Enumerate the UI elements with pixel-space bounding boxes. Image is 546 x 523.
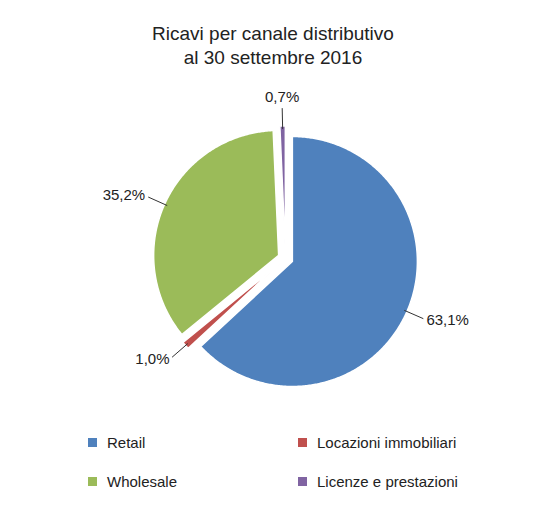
html-text:Locazioni immobiliari: Locazioni immobiliari [317, 434, 457, 451]
svg-text:1,0%: 1,0% [135, 350, 169, 367]
html-text:Licenze e prestazioni: Licenze e prestazioni [317, 473, 458, 490]
html-text:Wholesale: Wholesale [107, 473, 177, 490]
html-text:Ricavi per canale distributivo: Ricavi per canale distributivo [152, 23, 394, 44]
html-text:Retail: Retail [107, 434, 146, 451]
svg-text:63,1%: 63,1% [426, 311, 469, 328]
svg-text:35,2%: 35,2% [103, 186, 146, 203]
html-text:al 30 settembre 2016: al 30 settembre 2016 [183, 47, 363, 68]
svg-text:0,7%: 0,7% [265, 88, 299, 105]
